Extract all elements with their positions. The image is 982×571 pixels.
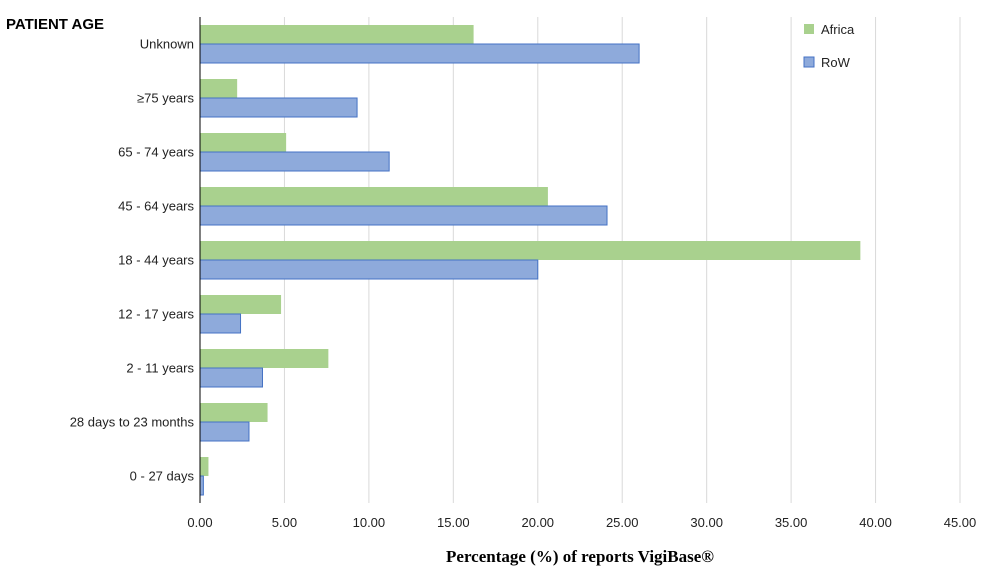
bar-row	[199, 367, 263, 388]
category-label: 65 - 74 years	[118, 145, 194, 160]
bar-row	[199, 313, 242, 334]
chart-title: PATIENT AGE	[6, 16, 104, 33]
legend-swatch	[804, 24, 814, 34]
bar-africa	[200, 79, 238, 98]
x-tick-label: 35.00	[775, 515, 808, 530]
bars	[199, 25, 861, 496]
x-tick-label: 10.00	[353, 515, 386, 530]
x-tick-label: 20.00	[522, 515, 555, 530]
x-tick-label: 45.00	[944, 515, 977, 530]
legend: Africa RoW	[803, 22, 855, 70]
x-tick-label: 0.00	[187, 515, 212, 530]
x-axis-title: Percentage (%) of reports VigiBase®	[446, 547, 714, 566]
legend-label: RoW	[821, 55, 851, 70]
bar-africa	[200, 457, 209, 476]
bar-row	[199, 475, 204, 496]
category-label: 0 - 27 days	[130, 469, 195, 484]
bar-row	[199, 97, 358, 118]
x-tick-label: 40.00	[859, 515, 892, 530]
category-label: ≥75 years	[137, 91, 194, 106]
bar-africa	[200, 403, 268, 422]
category-label: 28 days to 23 months	[70, 415, 195, 430]
bar-africa	[200, 241, 861, 260]
x-tick-label: 30.00	[690, 515, 723, 530]
bar-africa	[200, 295, 282, 314]
x-tick-label: 15.00	[437, 515, 470, 530]
bar-africa	[200, 25, 474, 44]
bar-row	[199, 205, 608, 226]
x-axis-ticks: 0.00 5.00 10.00 15.00 20.00 25.00 30.00 35.00 40…	[187, 515, 976, 530]
bar-africa	[200, 133, 287, 152]
category-label: Unknown	[140, 37, 194, 52]
category-labels: Unknown ≥75 years 65 - 74 years 45 - 64 yea…	[70, 37, 195, 484]
bar-row	[199, 43, 640, 64]
legend-swatch	[803, 56, 815, 68]
bar-africa	[200, 349, 329, 368]
legend-label: Africa	[821, 22, 855, 37]
category-label: 2 - 11 years	[126, 361, 194, 376]
bar-row	[199, 259, 539, 280]
bar-row	[199, 421, 250, 442]
category-label: 18 - 44 years	[118, 253, 194, 268]
category-label: 12 - 17 years	[118, 307, 194, 322]
x-tick-label: 25.00	[606, 515, 639, 530]
x-tick-label: 5.00	[272, 515, 297, 530]
bar-africa	[200, 187, 548, 206]
bar-row	[199, 151, 390, 172]
category-label: 45 - 64 years	[118, 199, 194, 214]
